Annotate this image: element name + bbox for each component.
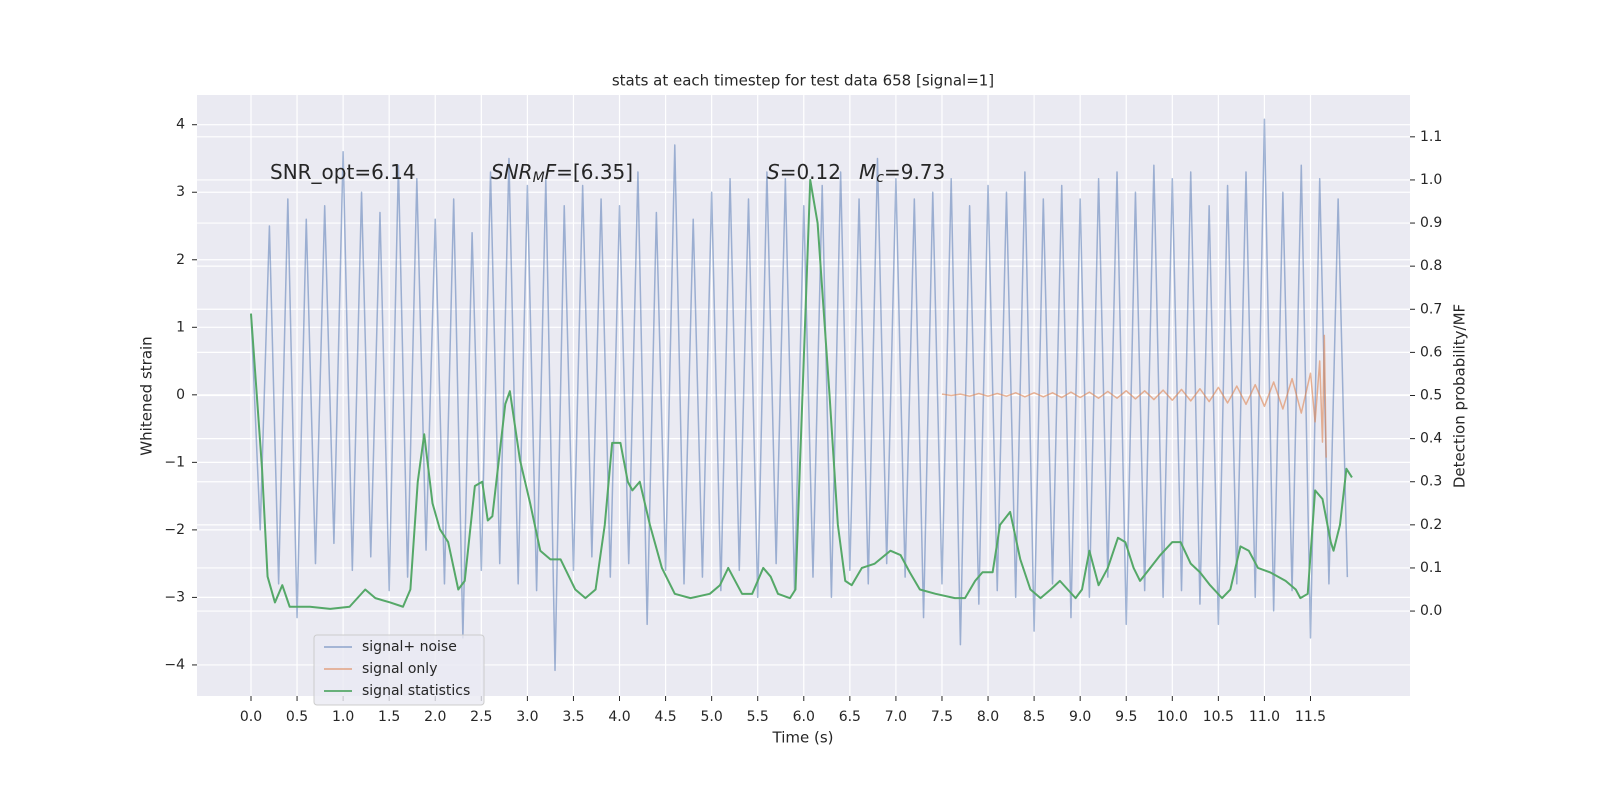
- x-tick-label: 8.0: [977, 709, 999, 725]
- y2-tick-label: 0.4: [1420, 431, 1442, 447]
- annotation-part: SNR: [491, 160, 533, 184]
- y2-tick-label: 0.6: [1420, 344, 1442, 360]
- labels: 0.0 0.5 1.0 1.5 2.0 2.5 3.0 3.5 4.0 4.5 5.0 5.5 6.0 6…: [164, 117, 1442, 725]
- y-tick-label: 1: [176, 319, 185, 335]
- x-tick-label: 4.5: [654, 709, 676, 725]
- annotation-part: =0.12: [780, 160, 841, 184]
- y2-tick-label: 0.0: [1420, 603, 1442, 619]
- chart-title: stats at each timestep for test data 658…: [612, 72, 994, 90]
- x-axis-label: Time (s): [772, 729, 834, 747]
- y2-tick-label: 0.7: [1420, 301, 1442, 317]
- x-tick-label: 8.5: [1023, 709, 1045, 725]
- y2-tick-label: 0.3: [1420, 474, 1442, 490]
- x-tick-label: 6.5: [839, 709, 861, 725]
- y2-tick-label: 0.1: [1420, 560, 1442, 576]
- x-tick-label: 10.0: [1157, 709, 1188, 725]
- legend-label: signal statistics: [362, 683, 470, 699]
- y2-tick-label: 0.5: [1420, 388, 1442, 404]
- series-line: [941, 334, 1327, 458]
- y-tick-label: 3: [176, 184, 185, 200]
- y-tick-label: 4: [176, 117, 185, 133]
- y-tick-label: 2: [176, 252, 185, 268]
- y-tick-label: 0: [176, 387, 185, 403]
- annotation: S=0.12: [767, 160, 841, 184]
- annotation-part: S: [767, 160, 780, 184]
- x-tick-label: 4.0: [608, 709, 630, 725]
- x-tick-label: 3.5: [562, 709, 584, 725]
- y-axis-label: Whitened strain: [138, 336, 156, 455]
- x-tick-label: 10.5: [1203, 709, 1234, 725]
- x-tick-label: 11.0: [1249, 709, 1280, 725]
- x-tick-label: 9.0: [1069, 709, 1091, 725]
- annotation-part: F: [545, 160, 557, 184]
- x-tick-label: 5.0: [701, 709, 723, 725]
- x-tick-label: 1.5: [378, 709, 400, 725]
- y2-tick-label: 0.9: [1420, 215, 1442, 231]
- y-tick-label: −4: [164, 657, 185, 673]
- legend-label: signal only: [362, 661, 437, 677]
- y-tick-label: −3: [164, 589, 185, 605]
- x-tick-label: 2.0: [424, 709, 446, 725]
- series-line: [249, 178, 1353, 610]
- x-tick-label: 0.0: [240, 709, 262, 725]
- annotation: Mc=9.73: [859, 160, 945, 187]
- legend: signal+ noise signal only signal statistic…: [313, 634, 485, 706]
- x-tick-label: 1.0: [332, 709, 354, 725]
- annotation-part: =9.73: [884, 160, 945, 184]
- annotation: SNRMF=[6.35]: [491, 160, 633, 187]
- annotation-part: =[6.35]: [556, 160, 633, 184]
- x-tick-label: 5.5: [747, 709, 769, 725]
- y-tick-label: −2: [164, 522, 185, 538]
- legend-label: signal+ noise: [362, 639, 457, 655]
- annotation-part: c: [876, 170, 884, 186]
- legend-box: [313, 634, 485, 706]
- y2-tick-label: 0.2: [1420, 517, 1442, 533]
- x-tick-label: 6.0: [793, 709, 815, 725]
- x-tick-label: 7.0: [885, 709, 907, 725]
- y2-axis-label: Detection probability/MF: [1451, 304, 1469, 488]
- annotation-part: SNR_opt=6.14: [270, 160, 416, 184]
- x-tick-label: 0.5: [286, 709, 308, 725]
- x-tick-label: 3.0: [516, 709, 538, 725]
- y2-tick-label: 1.1: [1420, 129, 1442, 145]
- annotation: SNR_opt=6.14: [270, 160, 416, 184]
- y2-tick-label: 1.0: [1420, 172, 1442, 188]
- x-tick-label: 7.5: [931, 709, 953, 725]
- x-tick-label: 9.5: [1115, 709, 1137, 725]
- y2-tick-label: 0.8: [1420, 258, 1442, 274]
- annotation-part: M: [533, 170, 545, 186]
- x-tick-label: 11.5: [1295, 709, 1326, 725]
- y-tick-label: −1: [164, 454, 185, 470]
- annotation-part: M: [859, 160, 876, 184]
- x-tick-label: 2.5: [470, 709, 492, 725]
- series-line: [250, 118, 1349, 672]
- marks: [249, 118, 1353, 672]
